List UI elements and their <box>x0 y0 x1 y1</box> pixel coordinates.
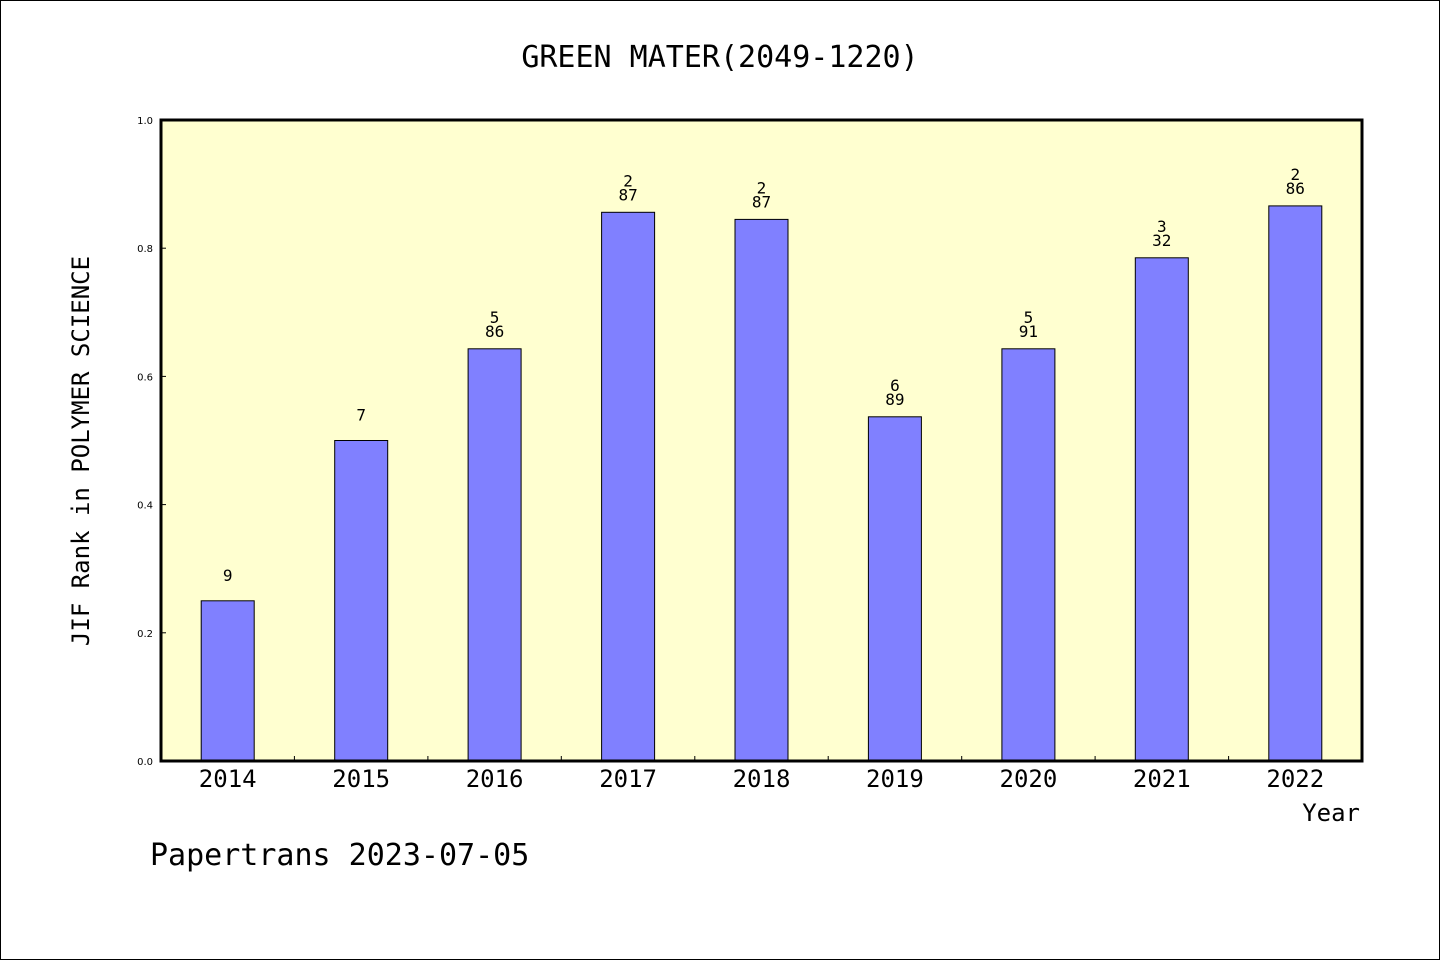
chart-title: GREEN MATER(2049-1220) <box>521 40 918 75</box>
y-axis-label: JIF Rank in POLYMER SCIENCE <box>67 256 95 646</box>
bar-label-2018-line1: 2 <box>757 178 767 197</box>
bar-label-2019-line2: 89 <box>885 390 904 409</box>
x-tick-label-2016: 2016 <box>466 765 524 793</box>
bar-2020 <box>1001 348 1056 762</box>
bar-label-2020-line1: 5 <box>1024 308 1034 327</box>
bar-label-2021-line1: 3 <box>1157 217 1167 236</box>
x-tick-label-2020: 2020 <box>1000 765 1058 793</box>
bar-label-2018-line2: 87 <box>752 192 771 211</box>
bars-layer <box>200 205 1323 762</box>
bar-label-2015-line1: 7 <box>356 406 366 425</box>
bar-label-2022-line1: 2 <box>1290 165 1300 184</box>
y-tick-label-0.2: 0.2 <box>137 629 153 640</box>
y-tick-label-0.8: 0.8 <box>137 244 153 255</box>
bar-label-2017-line2: 87 <box>618 185 637 204</box>
x-tick-label-2017: 2017 <box>599 765 657 793</box>
bar-label-2019-line1: 6 <box>890 376 900 395</box>
bar-2015 <box>334 440 389 762</box>
x-axis-label: Year <box>1302 799 1360 827</box>
bar-2017 <box>601 211 656 762</box>
bar-label-2016-line2: 86 <box>485 322 504 341</box>
bar-label-2022-line2: 86 <box>1286 179 1305 198</box>
bar-label-2021-line2: 32 <box>1152 231 1171 250</box>
x-tick-label-2015: 2015 <box>332 765 390 793</box>
bar-label-2014-line1: 9 <box>223 566 233 585</box>
y-tick-label-0.6: 0.6 <box>137 372 153 383</box>
y-tick-label-1.0: 1.0 <box>137 116 153 127</box>
x-tick-label-2019: 2019 <box>866 765 924 793</box>
bar-2014 <box>200 600 255 762</box>
bar-label-2017-line1: 2 <box>623 171 633 190</box>
y-tick-label-0.4: 0.4 <box>137 501 153 512</box>
x-tick-label-2022: 2022 <box>1266 765 1324 793</box>
x-tick-label-2018: 2018 <box>733 765 791 793</box>
bar-label-2016-line1: 5 <box>490 308 500 327</box>
bar-2022 <box>1268 205 1323 762</box>
bar-2021 <box>1134 257 1189 762</box>
bar-2019 <box>867 416 922 762</box>
plot-border <box>159 118 1364 763</box>
y-tick-label-0.0: 0.0 <box>137 757 153 768</box>
x-axis-ticks: 2014 2015 2016 2017 2018 2019 2020 2021 2022 <box>199 756 1324 793</box>
footer-source: Papertrans 2023-07-05 <box>150 838 529 873</box>
x-tick-label-2021: 2021 <box>1133 765 1191 793</box>
bar-2016 <box>467 348 522 762</box>
bar-label-2020-line2: 91 <box>1019 322 1038 341</box>
x-tick-label-2014: 2014 <box>199 765 257 793</box>
bar-2018 <box>734 218 789 762</box>
